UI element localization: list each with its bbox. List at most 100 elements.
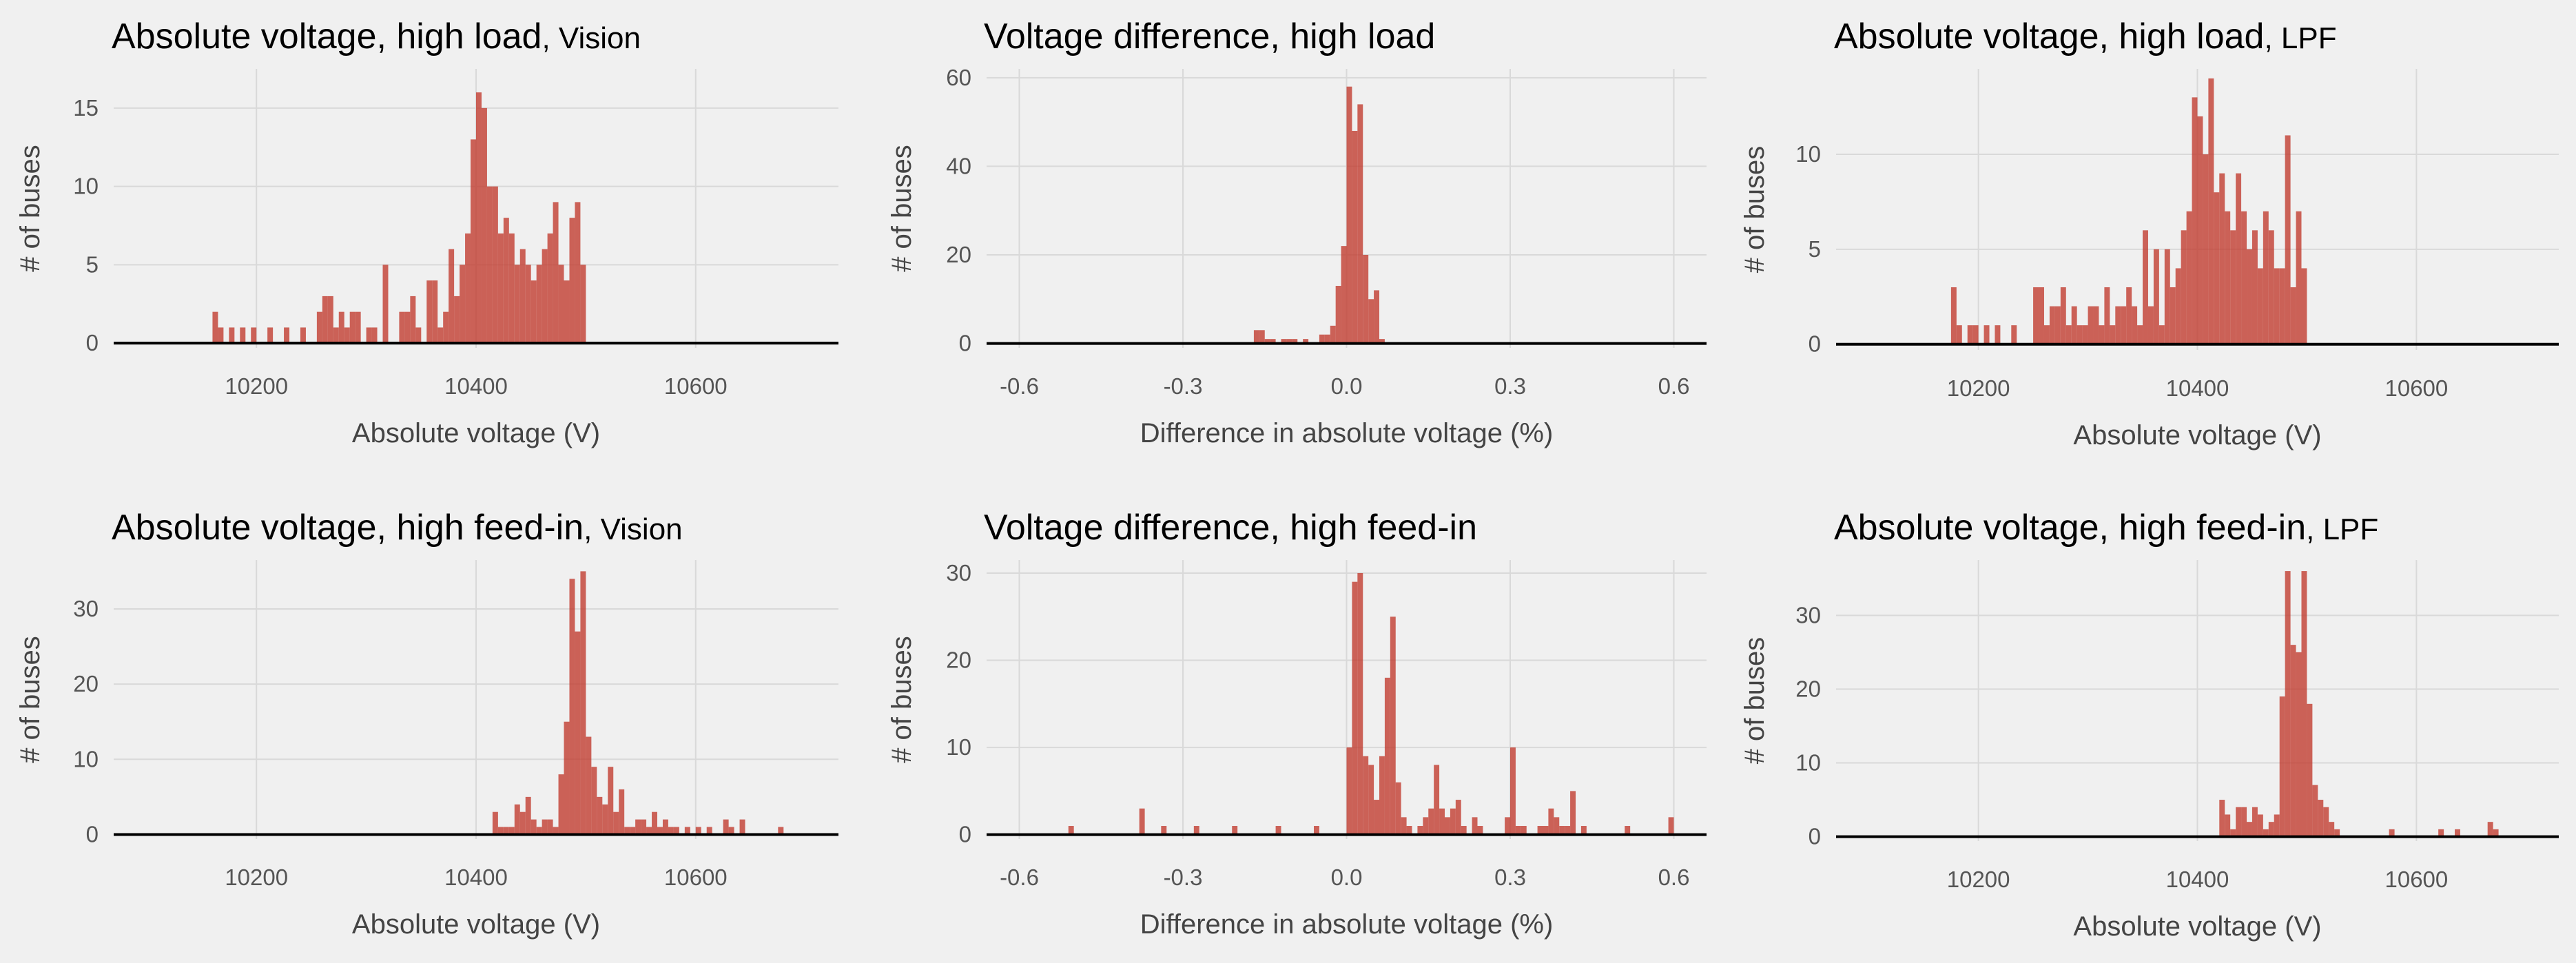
chart-title-main: Absolute voltage, high feed-in (112, 508, 584, 548)
histogram-bar (2263, 211, 2269, 344)
histogram-bar (503, 827, 509, 835)
histogram-bar (739, 819, 745, 835)
histogram-bar (2263, 829, 2269, 837)
histogram-bar (2487, 822, 2493, 837)
histogram-bar (465, 233, 471, 344)
histogram-bar (2110, 325, 2116, 344)
histogram-bar (2241, 211, 2247, 344)
histogram-bar (514, 265, 520, 344)
histogram-bar (1363, 255, 1369, 344)
histogram-bar (1401, 817, 1407, 835)
x-axis-label: Absolute voltage (V) (2073, 420, 2321, 451)
histogram-bar (530, 280, 537, 344)
histogram-bar (564, 280, 570, 344)
histogram-bar (2307, 703, 2313, 837)
x-axis-label: Difference in absolute voltage (%) (1140, 909, 1554, 940)
histogram-bar (486, 186, 493, 344)
histogram-bar (2296, 211, 2302, 344)
chart-title-suffix: , LPF (2264, 21, 2336, 55)
y-tick-label: 10 (1795, 141, 1821, 167)
histogram-bar (1253, 330, 1259, 344)
x-tick-label: 10200 (1947, 867, 2010, 892)
histogram-bar (673, 827, 679, 835)
histogram-bar (684, 827, 690, 835)
histogram-bar (2268, 822, 2274, 837)
y-tick-label: 20 (1795, 676, 1821, 701)
histogram-bar (553, 202, 559, 344)
y-tick-label: 0 (959, 331, 971, 356)
x-tick-label: 10400 (2166, 375, 2229, 401)
histogram-bar (2236, 807, 2242, 837)
chart-panel-3: 0 5 10 10200 10400 10600 Absolute voltage (V) #… (1740, 17, 2559, 451)
x-tick-label: 10400 (2166, 867, 2229, 892)
histogram-bar (415, 327, 422, 344)
x-tick-label: 10600 (664, 373, 728, 399)
histogram-bar (1537, 826, 1543, 835)
histogram-bar (1445, 817, 1450, 835)
histogram-bar (547, 233, 553, 344)
histogram-bar (2082, 325, 2088, 344)
histogram-bar (1292, 339, 1298, 344)
histogram-bar (2290, 287, 2296, 344)
histogram-bar (382, 265, 389, 344)
x-tick-label: -0.3 (1164, 864, 1203, 890)
histogram-bar (1565, 826, 1571, 835)
histogram-bar (569, 218, 575, 344)
histogram-bar (2252, 807, 2258, 837)
histogram-bar (1161, 826, 1167, 835)
histogram-bar (284, 327, 290, 344)
histogram-bar (2121, 306, 2127, 344)
histogram-bar (525, 796, 531, 835)
chart-panel-4: 0 10 20 30 10200 10400 10600 Absolute voltage (… (15, 508, 838, 940)
histogram-bar (1341, 246, 1347, 344)
histogram-bar (558, 265, 564, 344)
histogram-bar (1967, 325, 1973, 344)
histogram-bar (437, 327, 444, 344)
histogram-bar (668, 827, 674, 835)
histogram-bar (1477, 826, 1483, 835)
histogram-bar (349, 311, 356, 344)
histogram-bar (2290, 645, 2296, 837)
x-tick-label: 0.6 (1658, 373, 1690, 399)
histogram-bar (530, 819, 537, 835)
histogram-bar (2153, 249, 2159, 344)
histogram-bar (229, 327, 235, 344)
chart-title: Absolute voltage, high load, Vision (112, 17, 641, 56)
histogram-bar (404, 311, 411, 344)
histogram-bar (547, 819, 553, 835)
x-tick-label: 10200 (1947, 375, 2010, 401)
histogram-bar (1379, 339, 1385, 344)
chart-panel-5: 0 10 20 30 -0.6 -0.3 0.0 0.3 0.6 Difference in ab… (887, 508, 1707, 940)
histogram-bar (619, 789, 625, 835)
chart-title-main: Absolute voltage, high load (112, 17, 542, 56)
x-tick-label: 10600 (2384, 375, 2448, 401)
histogram-bar (432, 280, 438, 344)
histogram-bar (575, 202, 581, 344)
histogram-bar (1346, 86, 1352, 344)
histogram-bar (586, 736, 592, 835)
y-tick-label: 5 (86, 251, 99, 277)
histogram-bar (2274, 814, 2280, 837)
histogram-bar (2318, 800, 2324, 837)
histogram-bar (1368, 299, 1374, 344)
histogram-bar (327, 296, 333, 344)
histogram-bar (580, 571, 586, 835)
histogram-bar (2225, 211, 2231, 344)
chart-title: Absolute voltage, high feed-in, LPF (1834, 508, 2378, 548)
histogram-bar (1281, 339, 1287, 344)
histogram-bar (1335, 286, 1341, 344)
x-tick-label: 10400 (444, 864, 508, 890)
histogram-bar (1352, 581, 1358, 835)
histogram-bar (564, 721, 570, 835)
histogram-bar (706, 827, 712, 835)
histogram-bar (2197, 116, 2203, 344)
x-tick-label: 10600 (2384, 867, 2448, 892)
histogram-bar (426, 280, 433, 344)
histogram-bar (1554, 817, 1560, 835)
histogram-bar (1286, 339, 1292, 344)
histogram-bar (1193, 826, 1199, 835)
histogram-bar (366, 327, 372, 344)
histogram-bar (2279, 696, 2285, 837)
histogram-bar (1319, 334, 1325, 344)
histogram-bar (471, 139, 476, 344)
